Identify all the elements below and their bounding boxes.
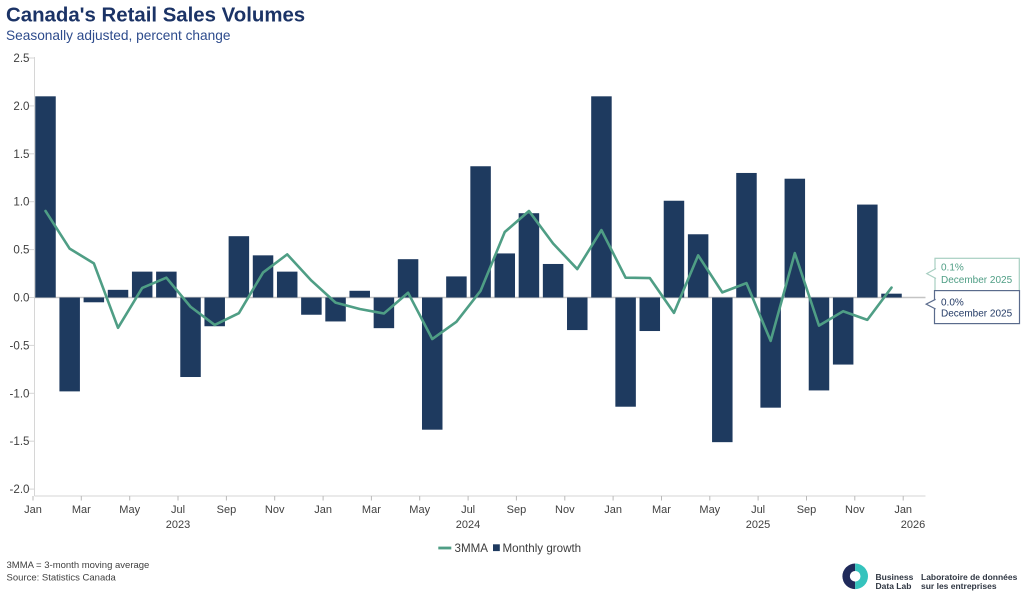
svg-text:December 2025: December 2025 (941, 309, 1013, 320)
svg-text:Sep: Sep (507, 504, 527, 516)
svg-text:0.1%: 0.1% (941, 263, 964, 274)
svg-text:May: May (409, 504, 430, 516)
svg-text:2025: 2025 (746, 519, 770, 531)
svg-text:0.0: 0.0 (13, 292, 29, 305)
svg-text:3MMA = 3-month moving average: 3MMA = 3-month moving average (7, 560, 150, 571)
svg-text:2024: 2024 (456, 519, 480, 531)
svg-text:Sep: Sep (797, 504, 817, 516)
svg-text:2026: 2026 (901, 519, 925, 531)
svg-text:Mar: Mar (652, 504, 671, 516)
svg-text:Jan: Jan (894, 504, 912, 516)
svg-text:Jan: Jan (604, 504, 622, 516)
svg-text:0.0%: 0.0% (941, 297, 964, 308)
svg-text:Jan: Jan (24, 504, 42, 516)
svg-text:Nov: Nov (845, 504, 865, 516)
svg-text:1.5: 1.5 (13, 148, 29, 161)
svg-text:2.0: 2.0 (13, 100, 29, 113)
svg-text:Data Lab: Data Lab (876, 581, 912, 591)
svg-text:Jul: Jul (461, 504, 475, 516)
svg-text:-1.5: -1.5 (10, 435, 30, 448)
svg-text:Jul: Jul (751, 504, 765, 516)
svg-text:1.0: 1.0 (13, 196, 29, 209)
svg-text:Laboratoire de données: Laboratoire de données (921, 572, 1018, 582)
svg-text:Jul: Jul (171, 504, 185, 516)
svg-text:Mar: Mar (362, 504, 381, 516)
svg-text:Business: Business (876, 572, 914, 582)
svg-text:-0.5: -0.5 (10, 339, 30, 352)
svg-text:December 2025: December 2025 (941, 275, 1013, 286)
svg-text:0.5: 0.5 (13, 244, 29, 257)
svg-text:2.5: 2.5 (13, 52, 29, 65)
svg-text:May: May (119, 504, 140, 516)
svg-text:Canada's Retail Sales Volumes: Canada's Retail Sales Volumes (6, 5, 305, 27)
svg-text:Nov: Nov (555, 504, 575, 516)
svg-text:Nov: Nov (265, 504, 285, 516)
svg-text:3MMA: 3MMA (455, 542, 489, 555)
svg-text:Monthly growth: Monthly growth (503, 542, 582, 555)
svg-text:sur les entreprises: sur les entreprises (921, 581, 997, 591)
svg-text:-1.0: -1.0 (10, 387, 30, 400)
svg-text:-2.0: -2.0 (10, 483, 30, 496)
svg-text:2023: 2023 (166, 519, 190, 531)
svg-text:Source: Statistics Canada: Source: Statistics Canada (7, 572, 117, 583)
svg-text:May: May (699, 504, 720, 516)
svg-text:Seasonally adjusted, percent c: Seasonally adjusted, percent change (6, 28, 230, 43)
svg-text:Mar: Mar (72, 504, 91, 516)
svg-text:Jan: Jan (314, 504, 332, 516)
svg-text:Sep: Sep (217, 504, 237, 516)
